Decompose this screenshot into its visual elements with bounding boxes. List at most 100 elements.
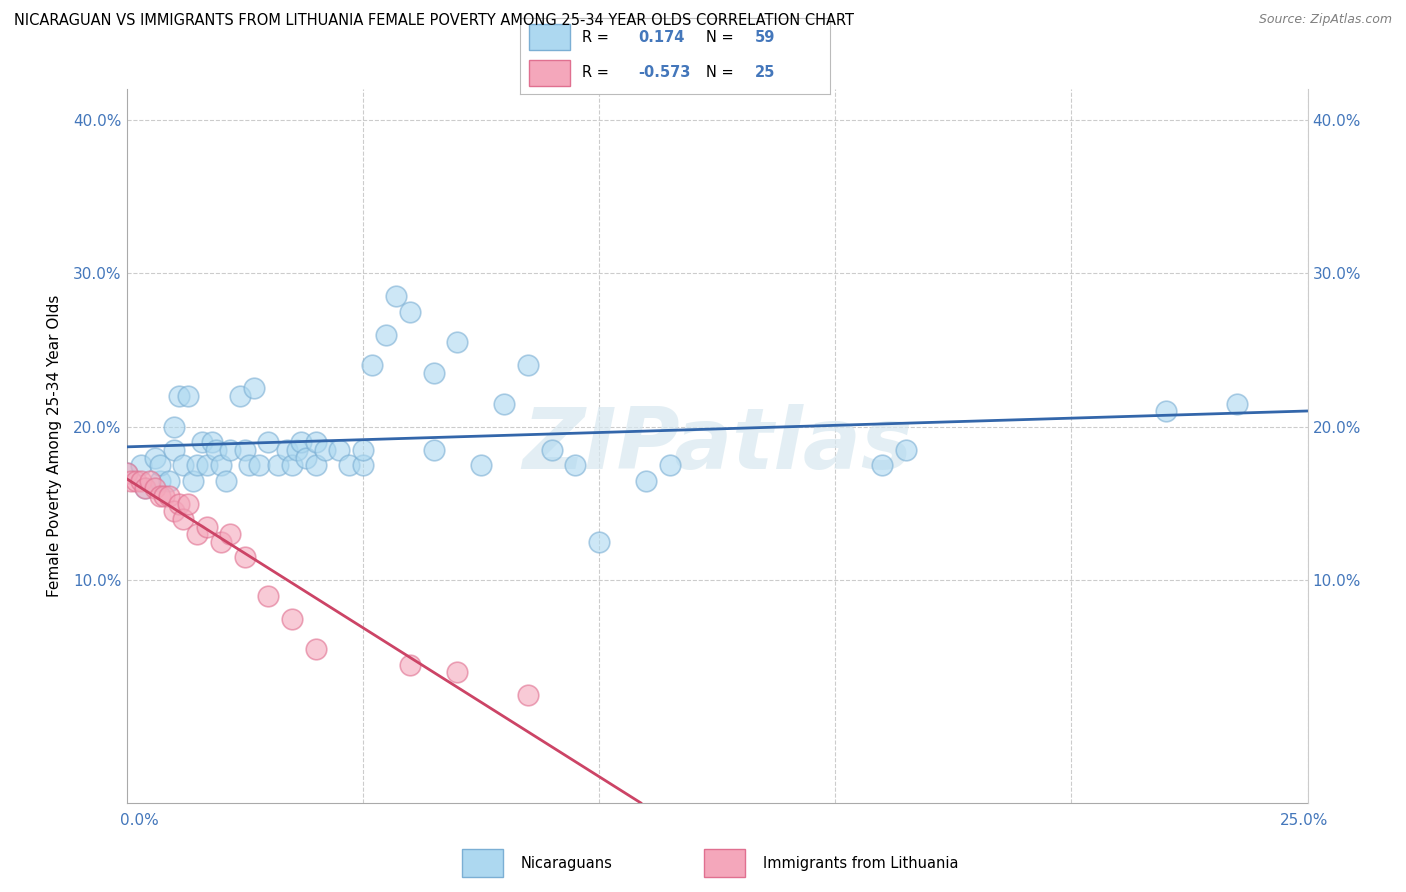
Text: 0.174: 0.174 xyxy=(638,29,685,45)
Point xyxy=(238,458,260,473)
Point xyxy=(352,458,374,473)
Point xyxy=(149,458,172,473)
Point xyxy=(894,442,917,457)
Point xyxy=(115,466,138,480)
Point xyxy=(129,458,152,473)
Point xyxy=(153,489,176,503)
Point xyxy=(195,458,218,473)
Point xyxy=(172,458,194,473)
Point xyxy=(157,489,180,503)
Point xyxy=(337,458,360,473)
Point xyxy=(172,512,194,526)
Text: NICARAGUAN VS IMMIGRANTS FROM LITHUANIA FEMALE POVERTY AMONG 25-34 YEAR OLDS COR: NICARAGUAN VS IMMIGRANTS FROM LITHUANIA … xyxy=(14,13,853,29)
Point xyxy=(177,497,200,511)
Point xyxy=(446,335,468,350)
Point xyxy=(285,442,308,457)
Point xyxy=(149,489,172,503)
Text: ZIPatlas: ZIPatlas xyxy=(522,404,912,488)
Point xyxy=(149,474,172,488)
FancyBboxPatch shape xyxy=(461,849,503,877)
Point xyxy=(1226,397,1249,411)
Point xyxy=(281,612,304,626)
Point xyxy=(328,442,350,457)
Text: 59: 59 xyxy=(755,29,776,45)
Point xyxy=(352,442,374,457)
Point xyxy=(163,504,186,518)
Point xyxy=(186,458,208,473)
Text: R =: R = xyxy=(582,29,613,45)
Point xyxy=(181,474,204,488)
Point xyxy=(219,527,242,541)
Point xyxy=(872,458,894,473)
Point xyxy=(134,481,156,495)
Point xyxy=(304,642,326,657)
Point xyxy=(1154,404,1177,418)
Point xyxy=(233,442,256,457)
Point xyxy=(186,527,208,541)
Point xyxy=(200,435,222,450)
Point xyxy=(125,474,148,488)
Point xyxy=(276,442,298,457)
FancyBboxPatch shape xyxy=(704,849,745,877)
Y-axis label: Female Poverty Among 25-34 Year Olds: Female Poverty Among 25-34 Year Olds xyxy=(46,295,62,597)
FancyBboxPatch shape xyxy=(530,24,569,51)
Point xyxy=(295,450,318,465)
Point xyxy=(494,397,516,411)
Text: R =: R = xyxy=(582,65,613,80)
Point xyxy=(422,366,444,380)
Text: N =: N = xyxy=(706,65,738,80)
Point xyxy=(177,389,200,403)
Point xyxy=(304,435,326,450)
FancyBboxPatch shape xyxy=(530,60,569,87)
Point xyxy=(636,474,658,488)
Point xyxy=(361,359,384,373)
Point xyxy=(205,442,228,457)
Point xyxy=(229,389,252,403)
Point xyxy=(257,435,280,450)
Text: N =: N = xyxy=(706,29,738,45)
Text: 25.0%: 25.0% xyxy=(1281,814,1329,828)
Point xyxy=(540,442,562,457)
Point xyxy=(290,435,312,450)
Point xyxy=(143,450,166,465)
Point xyxy=(399,657,422,672)
Point xyxy=(167,389,190,403)
Point xyxy=(163,419,186,434)
Text: 0.0%: 0.0% xyxy=(120,814,159,828)
Point xyxy=(191,435,214,450)
Text: Nicaraguans: Nicaraguans xyxy=(520,855,613,871)
Point xyxy=(446,665,468,680)
Point xyxy=(120,474,142,488)
Point xyxy=(385,289,408,303)
Point xyxy=(139,474,162,488)
Point xyxy=(658,458,681,473)
Point xyxy=(375,327,398,342)
Point xyxy=(399,304,422,318)
Point xyxy=(281,458,304,473)
Point xyxy=(314,442,336,457)
Point xyxy=(215,474,238,488)
Point xyxy=(422,442,444,457)
Point xyxy=(588,535,610,549)
Point xyxy=(219,442,242,457)
Point xyxy=(163,442,186,457)
Point xyxy=(267,458,290,473)
Text: 25: 25 xyxy=(755,65,776,80)
Point xyxy=(233,550,256,565)
Point xyxy=(195,519,218,533)
Point xyxy=(517,689,540,703)
Text: -0.573: -0.573 xyxy=(638,65,690,80)
Point xyxy=(167,497,190,511)
Text: Immigrants from Lithuania: Immigrants from Lithuania xyxy=(763,855,959,871)
Point xyxy=(209,535,232,549)
Point xyxy=(209,458,232,473)
Point xyxy=(517,359,540,373)
Point xyxy=(157,474,180,488)
Point xyxy=(564,458,586,473)
Point xyxy=(129,474,152,488)
Text: Source: ZipAtlas.com: Source: ZipAtlas.com xyxy=(1258,13,1392,27)
Point xyxy=(304,458,326,473)
Point xyxy=(247,458,270,473)
Point xyxy=(257,589,280,603)
Point xyxy=(470,458,492,473)
